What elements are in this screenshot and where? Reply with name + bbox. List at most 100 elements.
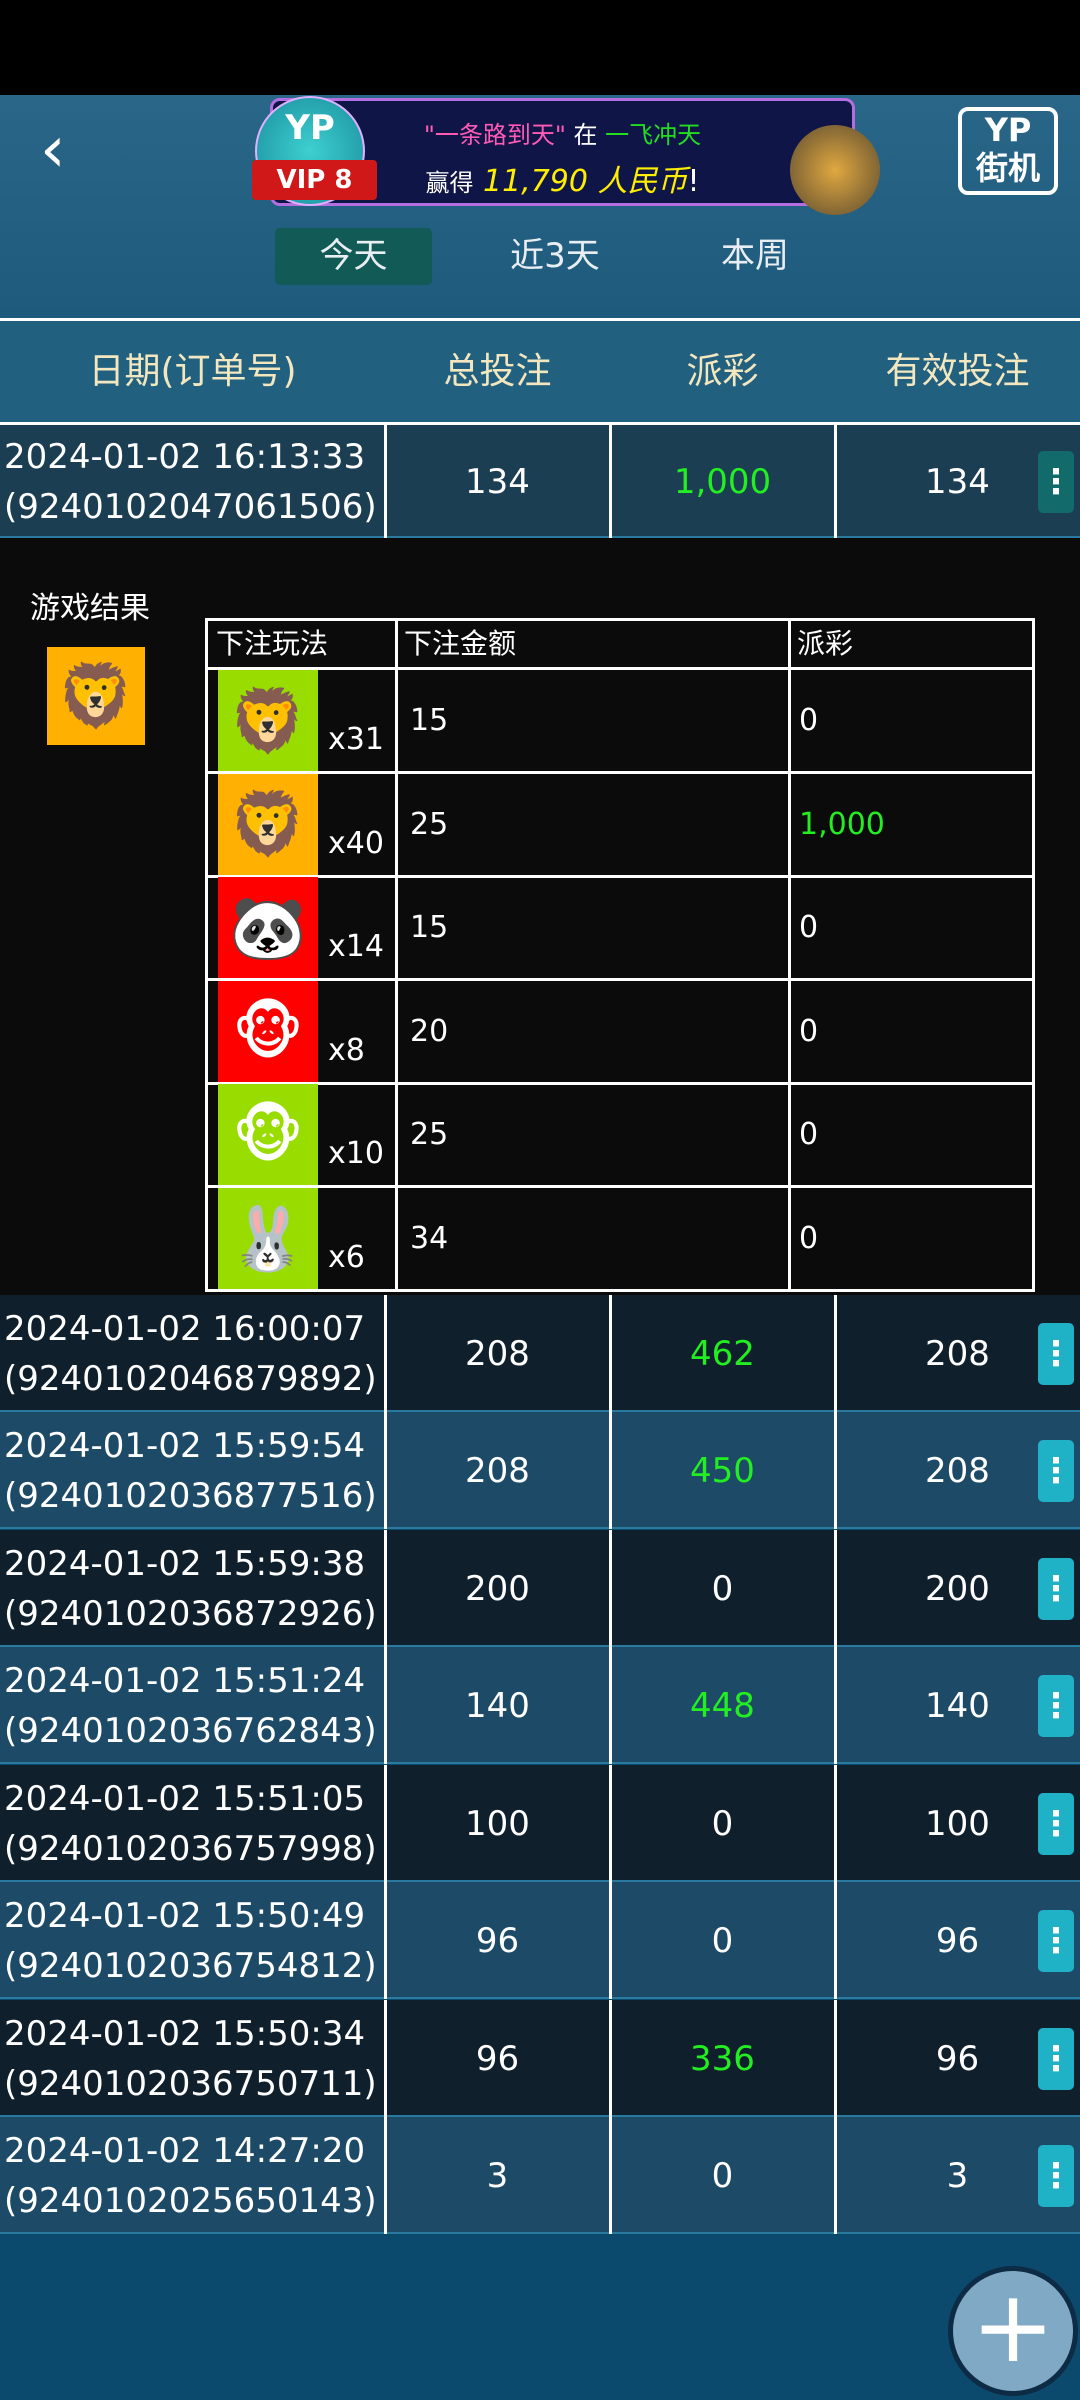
lion-icon: 🦁 [218,773,318,875]
column-divider [384,1882,387,1999]
row-more-button[interactable]: ⋮ [1038,1909,1074,1972]
row-order-number: (9240102036872926) [4,1593,377,1634]
table-row[interactable]: 2024-01-02 15:51:05 (9240102036757998) 100… [0,1765,1080,1882]
winner-banner[interactable]: "一条路到天" 在 一飞冲天 赢得 11,790 人民币! [270,98,855,206]
column-divider [834,1295,837,1412]
row-order-number: (9240102036750711) [4,2063,377,2104]
row-valid: 140 [925,1685,990,1726]
tab-week[interactable]: 本周 [721,236,789,276]
col-header-valid: 有效投注 [835,318,1080,425]
tab-today[interactable]: 今天 [275,228,432,285]
row-total: 96 [475,2038,520,2079]
vip-badge: VIP 8 [252,160,377,200]
more-vertical-icon: ⋮ [1039,2155,1073,2196]
row-order-number: (9240102036754812) [4,1945,377,1986]
table-row[interactable]: 2024-01-02 15:50:34 (9240102036750711) 96 3… [0,2000,1080,2117]
column-divider [384,1647,387,1764]
row-more-button[interactable]: ⋮ [1038,1557,1074,1620]
bet-col-header: 下注金额 [395,621,780,667]
table-row[interactable]: 2024-01-02 15:59:54 (9240102036877516) 208… [0,1412,1080,1529]
table-row[interactable]: 2024-01-02 16:13:33 (9240102047061506) 134… [0,425,1080,538]
row-total: 140 [465,1685,530,1726]
row-more-button[interactable]: ⋮ [1038,1439,1074,1502]
table-row[interactable]: 2024-01-02 14:27:20 (9240102025650143) 3 0 3… [0,2117,1080,2234]
row-payout: 0 [711,1920,734,1961]
row-valid: 3 [946,2155,969,2196]
bet-row: 🐵 x10 25 0 [205,1084,1035,1189]
monkey-icon: 🐵 [218,980,318,1082]
row-more-button[interactable]: ⋮ [1038,1322,1074,1385]
row-date: 2024-01-02 15:59:38 [4,1543,366,1584]
column-divider [609,1412,612,1529]
table-row[interactable]: 2024-01-02 16:00:07 (9240102046879892) 208… [0,1295,1080,1412]
tab-3days[interactable]: 近3天 [510,236,600,276]
banner-amount: 11,790 人民币 [483,164,688,199]
date-order-cell: 2024-01-02 16:00:07 (9240102046879892) [0,1295,385,1412]
bet-amount: 15 [395,670,791,771]
bet-col-header: 派彩 [788,621,1027,667]
row-more-button[interactable]: ⋮ [1038,2027,1074,2090]
table-row[interactable]: 2024-01-02 15:51:24 (9240102036762843) 140… [0,1647,1080,1764]
row-valid: 208 [925,1450,990,1491]
table-row[interactable]: 2024-01-02 15:50:49 (9240102036754812) 96 0… [0,1882,1080,1999]
bet-col-header: 下注玩法 [216,627,329,660]
row-valid: 100 [925,1803,990,1844]
column-divider [609,1647,612,1764]
bet-detail-table: 下注玩法 下注金额 派彩 🦁 x31 15 0 🦁 x40 25 1,000 🐼 x14 15 0 🐵 x8 20… [205,618,1035,1292]
row-more-button[interactable]: ⋮ [1038,450,1074,513]
more-vertical-icon: ⋮ [1039,1450,1073,1491]
table-row[interactable]: 2024-01-02 15:59:38 (9240102036872926) 200… [0,1530,1080,1647]
row-payout: 462 [690,1333,755,1374]
row-more-button[interactable]: ⋮ [1038,1792,1074,1855]
column-divider [609,1530,612,1647]
column-divider [609,1295,612,1412]
column-divider [609,2000,612,2117]
column-divider [384,2000,387,2117]
date-order-cell: 2024-01-02 15:59:38 (9240102036872926) [0,1530,385,1647]
row-more-button[interactable]: ⋮ [1038,1674,1074,1737]
column-divider [384,1412,387,1529]
row-total: 96 [475,1920,520,1961]
column-divider [384,1530,387,1647]
back-button[interactable]: ‹ [40,115,100,185]
row-total: 200 [465,1568,530,1609]
row-date: 2024-01-02 15:51:05 [4,1778,366,1819]
bet-row: 🐼 x14 15 0 [205,877,1035,982]
banner-quote: "一条路到天" [423,121,566,149]
column-divider [834,1530,837,1647]
column-divider [834,2117,837,2234]
bet-amount: 25 [395,773,791,875]
row-order-number: (9240102036757998) [4,1828,377,1869]
vip-brand: YP [285,108,335,148]
column-divider [384,2117,387,2234]
row-payout: 0 [711,1568,734,1609]
logo-line1: YP [984,111,1032,149]
col-header-payout: 派彩 [610,318,835,425]
treasure-chest-icon [790,125,880,215]
date-order-cell: 2024-01-02 15:51:05 (9240102036757998) [0,1765,385,1882]
column-divider [609,1765,612,1882]
panda-icon: 🐼 [218,877,318,979]
col-header-date: 日期(订单号) [0,318,385,425]
row-date: 2024-01-02 14:27:20 [4,2130,366,2171]
bet-row: 🦁 x40 25 1,000 [205,773,1035,878]
add-button[interactable]: + [948,2266,1078,2396]
date-order-cell: 2024-01-02 15:59:54 (9240102036877516) [0,1412,385,1529]
date-order-cell: 2024-01-02 15:50:49 (9240102036754812) [0,1882,385,1999]
more-vertical-icon: ⋮ [1039,1920,1073,1961]
more-vertical-icon: ⋮ [1039,1685,1073,1726]
bet-row: 🐵 x8 20 0 [205,980,1035,1085]
row-valid: 96 [935,2038,980,2079]
row-total: 208 [465,1450,530,1491]
date-order-cell: 2024-01-02 15:51:24 (9240102036762843) [0,1647,385,1764]
bet-multiplier: x10 [328,1136,384,1172]
bet-amount: 34 [395,1188,791,1289]
bet-row: 🦁 x31 15 0 [205,670,1035,774]
row-order-number: (9240102036877516) [4,1475,377,1516]
plus-icon: + [971,2268,1055,2385]
row-payout: 0 [711,1803,734,1844]
rabbit-icon: 🐰 [218,1188,318,1289]
status-bar [0,0,1080,95]
row-more-button[interactable]: ⋮ [1038,2144,1074,2207]
date-order-cell: 2024-01-02 14:27:20 (9240102025650143) [0,2117,385,2234]
